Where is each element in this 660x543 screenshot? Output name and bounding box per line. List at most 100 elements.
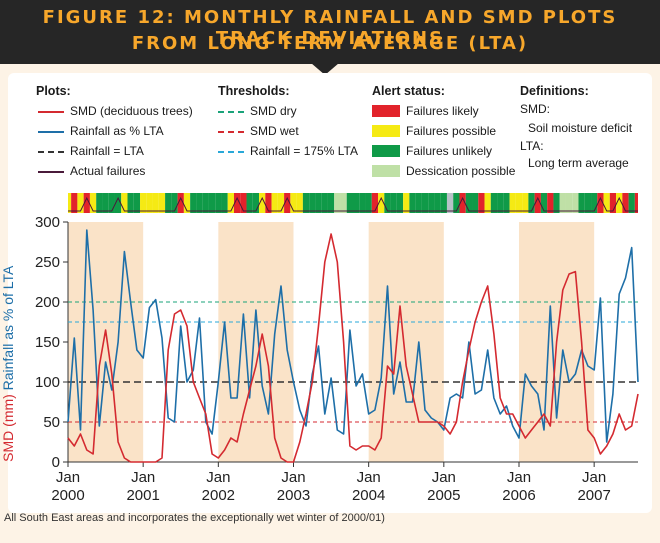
legend-label-rainfall-lta: Rainfall = LTA (70, 144, 144, 158)
alert-status-cell (140, 193, 147, 213)
legend-thresholds-heading: Thresholds: (218, 84, 290, 98)
alert-status-cell (96, 193, 103, 213)
alert-status-cell (515, 193, 523, 213)
alert-status-cell (547, 193, 554, 213)
alert-status-cell (628, 193, 635, 213)
alert-status-cell (472, 193, 479, 213)
y-axis-label-rainfall: Rainfall as % of LTA (0, 265, 16, 390)
y-tick-label: 200 (35, 294, 60, 311)
alert-status-cell (327, 193, 335, 213)
alert-status-cell (265, 193, 272, 213)
alert-status-cell (233, 193, 241, 213)
alert-status-cell (415, 193, 422, 213)
alert-status-cell (403, 193, 410, 213)
alert-status-cell (622, 193, 629, 213)
alert-status-cell (396, 193, 404, 213)
y-tick-label: 50 (43, 414, 60, 431)
alert-status-cell (321, 193, 328, 213)
alert-status-cell (89, 193, 97, 213)
alert-status-cell (378, 193, 385, 213)
alert-status-cell (465, 193, 473, 213)
alert-status-cell (246, 193, 253, 213)
x-tick-label-month: Jan (56, 469, 80, 486)
legend-swatch-rainfall-175-lta (218, 151, 244, 153)
alert-status-cell (114, 193, 122, 213)
figure-title-line-2: FROM LONG TERM AVERAGE (LTA) (131, 33, 529, 54)
x-tick-label-year: 2003 (277, 487, 310, 504)
alert-label-failures-unlikely: Failures unlikely (406, 144, 493, 158)
alert-status-cell (453, 193, 460, 213)
alert-status-cell (591, 193, 598, 213)
x-tick-label-month: Jan (507, 469, 531, 486)
alert-status-cell (497, 193, 504, 213)
alert-label-dessication-possible: Dessication possible (406, 164, 516, 178)
alert-status-cell (240, 193, 247, 213)
legend-label-smd-wet: SMD wet (250, 124, 299, 138)
alert-status-cell (434, 193, 441, 213)
alert-status-cell (572, 193, 579, 213)
alert-status-cell (221, 193, 228, 213)
alert-status-cell (384, 193, 391, 213)
y-tick-label: 150 (35, 334, 60, 351)
alert-swatch-failures-possible (372, 125, 400, 137)
definition-lta-term: LTA: (520, 139, 544, 153)
legend-label-smd-deciduous-trees: SMD (deciduous trees) (70, 104, 193, 118)
actual-failures-line (68, 196, 638, 212)
x-tick-label-year: 2006 (502, 487, 535, 504)
x-tick-label-month: Jan (432, 469, 456, 486)
alert-status-cell (584, 193, 592, 213)
alert-status-cell (634, 193, 638, 213)
legend-swatch-smd-deciduous-trees (38, 111, 64, 113)
x-tick-label-month: Jan (357, 469, 381, 486)
x-tick-label-month: Jan (582, 469, 606, 486)
alert-swatch-failures-unlikely (372, 145, 400, 157)
alert-status-cell (459, 193, 466, 213)
definition-smd-term: SMD: (520, 102, 550, 116)
alert-status-cell (340, 193, 347, 213)
legend-swatch-smd-dry (218, 111, 244, 113)
alert-status-cell (302, 193, 310, 213)
definition-lta-text: Long term average (528, 156, 629, 170)
alert-status-cell (227, 193, 234, 213)
legend-label-rainfall-as-lta: Rainfall as % LTA (70, 124, 164, 138)
x-tick-label-year: 2005 (427, 487, 460, 504)
alert-status-cell (77, 193, 84, 213)
alert-status-cell (259, 193, 266, 213)
alert-status-cell (484, 193, 491, 213)
x-tick-label-year: 2002 (202, 487, 235, 504)
alert-status-cell (127, 193, 134, 213)
alert-status-cell (215, 193, 222, 213)
figure-title-line-1: FIGURE 12: MONTHLY RAINFALL AND SMD PLOT… (42, 7, 618, 49)
alert-status-cell (296, 193, 303, 213)
alert-status-cell (446, 193, 454, 213)
alert-status-cell (83, 193, 90, 213)
x-tick-label-month: Jan (281, 469, 305, 486)
alert-status-cell (252, 193, 260, 213)
alert-status-cell (371, 193, 379, 213)
alert-status-cell (121, 193, 128, 213)
alert-status-cell (271, 193, 278, 213)
alert-status-cell (108, 193, 115, 213)
alert-swatch-failures-likely (372, 105, 400, 117)
legend-plots-heading: Plots: (36, 84, 71, 98)
x-tick-label-year: 2004 (352, 487, 385, 504)
alert-status-cell (534, 193, 541, 213)
alert-status-cell (102, 193, 109, 213)
y-tick-label: 250 (35, 254, 60, 271)
alert-status-cell (522, 193, 529, 213)
alert-status-cell (152, 193, 159, 213)
alert-status-cell (597, 193, 604, 213)
alert-status-cell (528, 193, 535, 213)
alert-status-cell (146, 193, 153, 213)
y-tick-label: 0 (52, 454, 60, 471)
shading-band-1 (218, 222, 294, 462)
alert-status-cell (365, 193, 372, 213)
alert-status-cell (190, 193, 197, 213)
legend-swatch-actual-failures (38, 171, 64, 173)
alert-status-cell (540, 193, 548, 213)
legend-definitions-heading: Definitions: (520, 84, 589, 98)
legend-swatch-rainfall-lta (38, 151, 64, 153)
alert-status-cell (309, 193, 316, 213)
alert-status-cell (315, 193, 322, 213)
